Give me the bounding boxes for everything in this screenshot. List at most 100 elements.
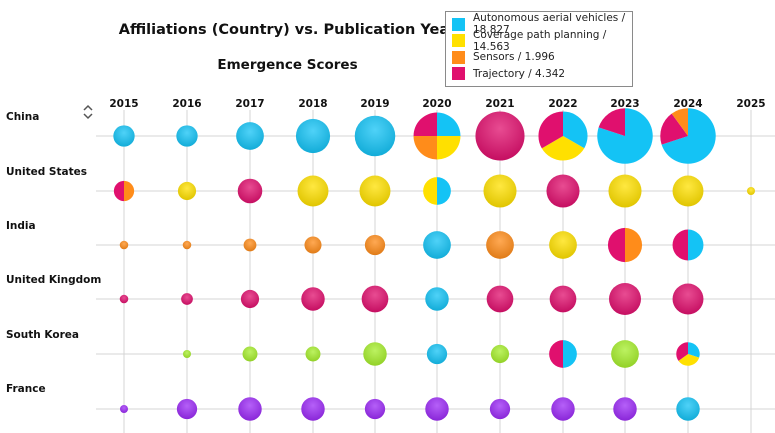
legend: Autonomous aerial vehicles / 18.827 Cove… bbox=[445, 11, 633, 87]
legend-swatch bbox=[452, 67, 465, 81]
bubble-france-2015 bbox=[120, 405, 128, 413]
bubble-india-2024 bbox=[672, 229, 704, 261]
bubble-circle bbox=[549, 231, 577, 259]
legend-item-trajectory[interactable]: Trajectory / 4.342 bbox=[452, 66, 626, 83]
bubble-circle bbox=[546, 174, 580, 208]
bubble-circle bbox=[425, 397, 449, 421]
bubble-france-2018 bbox=[301, 397, 325, 421]
bubble-france-2017 bbox=[238, 397, 262, 421]
bubble-circle bbox=[238, 397, 262, 421]
x-tick-label: 2022 bbox=[548, 98, 577, 110]
pie-slice bbox=[549, 340, 563, 368]
bubble-india-2015 bbox=[119, 240, 129, 250]
bubble-circle bbox=[364, 234, 386, 256]
bubble-circle bbox=[486, 285, 514, 313]
bubble-circle bbox=[489, 398, 511, 420]
bubble-south-korea-2024 bbox=[676, 342, 700, 366]
bubble-france-2022 bbox=[551, 397, 575, 421]
bubble-circle bbox=[672, 175, 704, 207]
bubble-circle bbox=[426, 343, 448, 365]
pie-slice bbox=[437, 136, 461, 160]
bubble-south-korea-2016 bbox=[183, 350, 191, 358]
bubble-china-2015 bbox=[113, 125, 135, 147]
bubble-france-2023 bbox=[613, 397, 637, 421]
pie-slice bbox=[688, 229, 704, 261]
bubble-china-2021 bbox=[475, 111, 525, 161]
bubble-circle bbox=[364, 398, 386, 420]
bubble-circle bbox=[304, 236, 322, 254]
bubble-south-korea-2017 bbox=[242, 346, 258, 362]
bubble-circle bbox=[613, 397, 637, 421]
bubble-china-2019 bbox=[354, 115, 396, 157]
bubble-united-kingdom-2023 bbox=[609, 283, 641, 315]
legend-item-sensors[interactable]: Sensors / 1.996 bbox=[452, 49, 626, 66]
sort-toggle-icon[interactable] bbox=[82, 103, 94, 121]
bubble-circle bbox=[423, 231, 451, 259]
x-tick-label: 2024 bbox=[673, 98, 702, 110]
legend-swatch bbox=[452, 50, 465, 64]
bubble-united-kingdom-2015 bbox=[119, 294, 129, 304]
x-tick-label: 2019 bbox=[360, 98, 389, 110]
bubble-circle bbox=[551, 397, 575, 421]
legend-label: Autonomous aerial vehicles / 18.827 bbox=[473, 12, 626, 37]
bubble-circle bbox=[305, 346, 321, 362]
bubble-china-2024 bbox=[660, 108, 716, 164]
pie-slice bbox=[676, 342, 688, 361]
legend-label: Sensors / 1.996 bbox=[473, 51, 555, 64]
bubble-india-2022 bbox=[549, 231, 577, 259]
x-tick-label: 2025 bbox=[736, 98, 765, 110]
bubble-south-korea-2019 bbox=[363, 342, 387, 366]
legend-item-coverage-path-planning[interactable]: Coverage path planning / 14.563 bbox=[452, 29, 626, 53]
bubble-united-states-2022 bbox=[546, 174, 580, 208]
bubble-circle bbox=[242, 346, 258, 362]
bubble-circle bbox=[490, 344, 510, 364]
bubble-france-2019 bbox=[364, 398, 386, 420]
x-tick-label: 2017 bbox=[235, 98, 264, 110]
bubble-united-kingdom-2022 bbox=[549, 285, 577, 313]
pie-slice bbox=[538, 111, 563, 149]
pie-slice bbox=[607, 227, 625, 263]
pie-slice bbox=[661, 108, 716, 164]
bubble-circle bbox=[549, 285, 577, 313]
bubble-south-korea-2023 bbox=[611, 340, 639, 368]
row-label-united-kingdom: United Kingdom bbox=[6, 274, 102, 286]
row-label-south-korea: South Korea bbox=[6, 329, 79, 341]
bubble-circle bbox=[182, 240, 192, 250]
pie-slice bbox=[113, 180, 124, 202]
pie-slice bbox=[672, 229, 688, 261]
bubble-circle bbox=[359, 175, 391, 207]
bubble-circle bbox=[363, 342, 387, 366]
bubble-india-2021 bbox=[486, 231, 514, 259]
bubble-united-kingdom-2016 bbox=[181, 293, 193, 305]
legend-label: Trajectory / 4.342 bbox=[473, 67, 566, 80]
bubble-circle bbox=[183, 350, 191, 358]
bubble-india-2023 bbox=[607, 227, 643, 263]
bubble-circle bbox=[119, 240, 129, 250]
bubble-south-korea-2021 bbox=[490, 344, 510, 364]
legend-item-autonomous-aerial-vehicles[interactable]: Autonomous aerial vehicles / 18.827 bbox=[452, 12, 626, 36]
pie-slice bbox=[413, 136, 437, 160]
x-tick-label: 2018 bbox=[298, 98, 327, 110]
bubble-circle bbox=[475, 111, 525, 161]
x-tick-label: 2023 bbox=[610, 98, 639, 110]
chart-title: Affiliations (Country) vs. Publication Y… bbox=[118, 22, 457, 38]
bubble-circle bbox=[486, 231, 514, 259]
bubble-china-2023 bbox=[597, 108, 653, 164]
bubble-circle bbox=[243, 238, 257, 252]
bubble-united-kingdom-2020 bbox=[425, 287, 449, 311]
bubble-circle bbox=[181, 293, 193, 305]
bubble-circle bbox=[672, 283, 704, 315]
row-label-united-states: United States bbox=[6, 166, 87, 178]
pie-slice bbox=[660, 113, 688, 145]
bubble-circle bbox=[295, 118, 331, 154]
bubble-circle bbox=[176, 125, 198, 147]
bubble-india-2019 bbox=[364, 234, 386, 256]
pie-slice bbox=[563, 340, 577, 368]
pie-slice bbox=[598, 108, 625, 136]
bubble-china-2017 bbox=[236, 122, 264, 150]
bubble-circle bbox=[113, 125, 135, 147]
bubble-circle bbox=[301, 287, 325, 311]
bubble-circle bbox=[611, 340, 639, 368]
